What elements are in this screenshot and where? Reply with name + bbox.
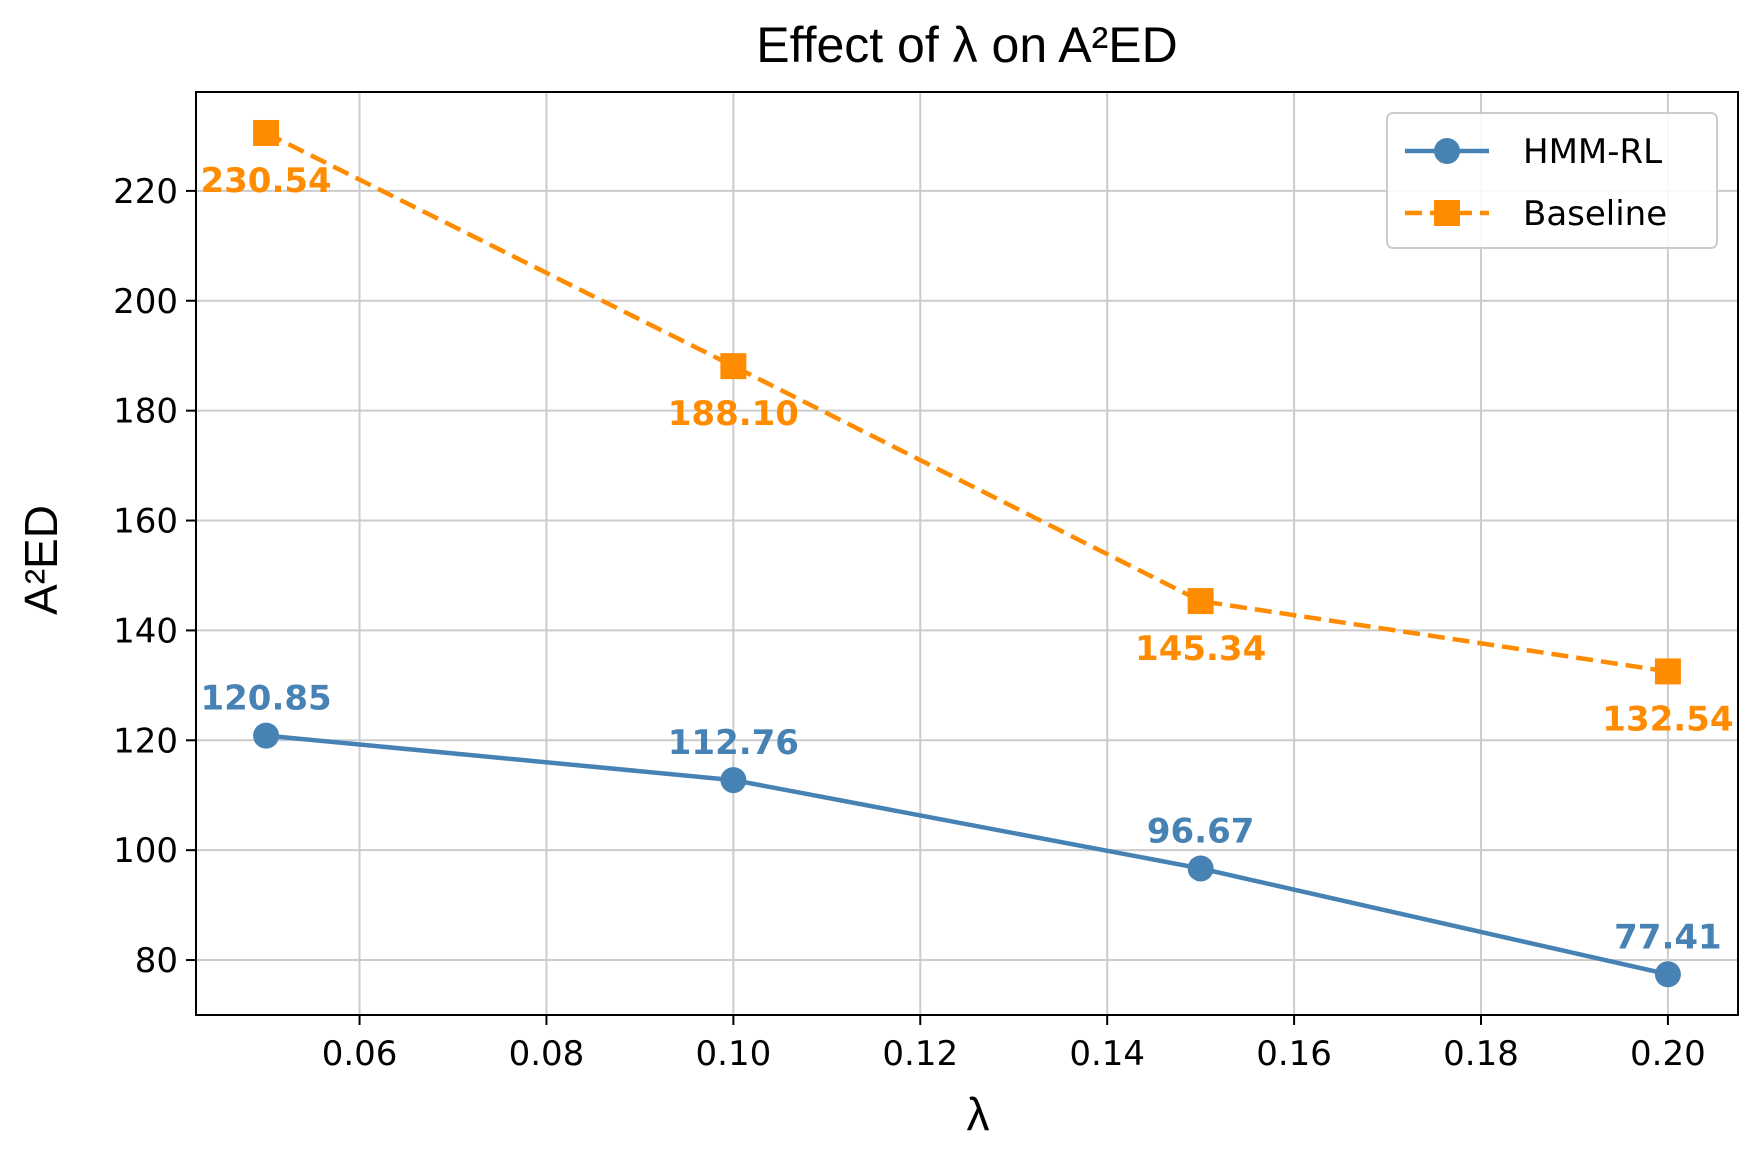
y-tick-label: 200 (113, 282, 178, 322)
y-tick-label: 100 (113, 831, 178, 871)
series-hmm-rl: 120.85 112.76 96.67 77.41 (200, 679, 1722, 988)
data-point-baseline (1187, 588, 1214, 615)
data-point-baseline (720, 353, 747, 380)
data-label-hmm-rl: 112.76 (668, 723, 799, 763)
y-tick-label: 80 (135, 941, 178, 981)
legend-label-baseline: Baseline (1523, 194, 1667, 234)
plot-frame (195, 91, 1739, 1016)
data-label-hmm-rl: 120.85 (200, 679, 331, 719)
series-baseline: 230.54 188.10 145.34 132.54 (200, 119, 1734, 739)
series-layer: 120.85 112.76 96.67 77.41 230.54 188.10 145.34… (200, 119, 1734, 988)
y-tick-label: 220 (113, 172, 178, 212)
data-point-hmm-rl (720, 767, 747, 794)
series-line-hmm-rl (265, 733, 1669, 977)
x-axis-ticks: 0.06 0.08 0.10 0.12 0.14 0.16 0.18 0.20 (322, 1015, 1706, 1074)
chart-title: Effect of λ on A²ED (756, 17, 1178, 73)
legend-marker-hmm-rl (1434, 138, 1460, 164)
y-tick-label: 140 (113, 611, 178, 651)
legend-label-hmm-rl: HMM-RL (1523, 132, 1662, 172)
data-point-hmm-rl (1187, 855, 1214, 882)
y-tick-label: 160 (113, 502, 178, 542)
legend: HMM-RL Baseline (1386, 112, 1718, 249)
x-tick-label: 0.08 (509, 1034, 585, 1074)
legend-marker-baseline (1434, 200, 1460, 226)
x-tick-label: 0.16 (1256, 1034, 1332, 1074)
data-label-baseline: 188.10 (668, 394, 799, 434)
y-axis-label: A²ED (15, 505, 67, 615)
y-axis-ticks: 80 100 120 140 160 180 200 220 (113, 172, 196, 981)
data-point-hmm-rl (253, 722, 280, 749)
x-axis-label: λ (967, 1088, 990, 1140)
series-line-baseline (265, 130, 1669, 674)
data-point-hmm-rl (1654, 961, 1681, 988)
data-point-baseline (253, 119, 280, 146)
x-tick-label: 0.06 (322, 1034, 398, 1074)
x-tick-label: 0.10 (696, 1034, 772, 1074)
data-point-baseline (1654, 658, 1681, 685)
x-tick-label: 0.14 (1069, 1034, 1145, 1074)
data-label-hmm-rl: 96.67 (1147, 811, 1255, 851)
data-label-baseline: 132.54 (1602, 699, 1733, 739)
y-tick-label: 120 (113, 721, 178, 761)
y-tick-label: 180 (113, 392, 178, 432)
data-label-baseline: 230.54 (200, 161, 331, 201)
data-label-baseline: 145.34 (1135, 629, 1266, 669)
x-tick-label: 0.18 (1443, 1034, 1519, 1074)
x-tick-label: 0.20 (1630, 1034, 1706, 1074)
x-tick-label: 0.12 (882, 1034, 958, 1074)
data-label-hmm-rl: 77.41 (1614, 917, 1722, 957)
